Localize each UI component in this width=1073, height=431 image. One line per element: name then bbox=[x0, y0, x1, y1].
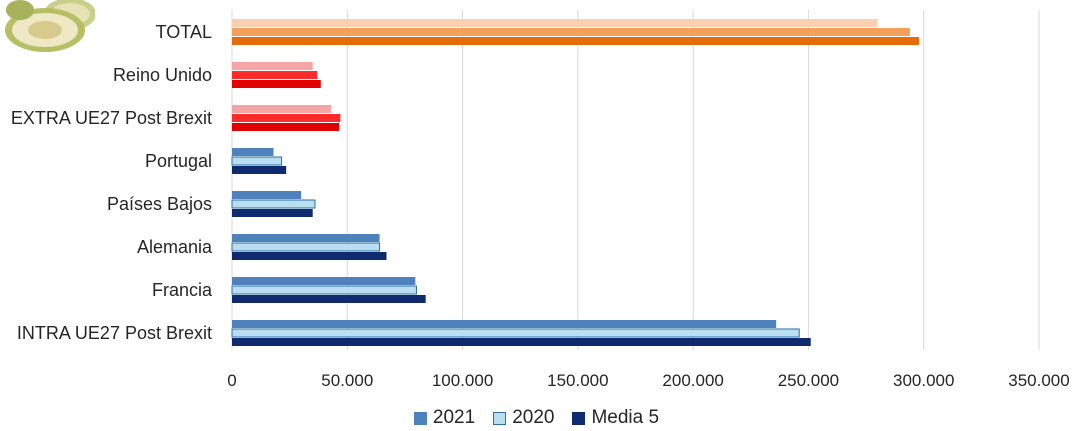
bar-2021 bbox=[232, 62, 313, 70]
bar-2021 bbox=[232, 191, 302, 199]
category-label: Países Bajos bbox=[107, 194, 212, 214]
bar-2020 bbox=[231, 199, 316, 209]
legend-swatch bbox=[413, 411, 427, 425]
legend-item: 2020 bbox=[493, 407, 554, 429]
legend-label: 2020 bbox=[512, 407, 555, 428]
bar-2021 bbox=[232, 148, 274, 156]
bar-media-5 bbox=[232, 209, 313, 217]
melon-image bbox=[0, 0, 96, 60]
bar-2020 bbox=[231, 328, 800, 338]
category-label: TOTAL bbox=[156, 22, 212, 42]
category-label: Portugal bbox=[145, 151, 212, 171]
x-tick-label: 200.000 bbox=[662, 371, 723, 390]
bar-chart: 0 50.000 100.000 150.000 200.000 250.000 300.0… bbox=[11, 10, 1070, 390]
bar-media-5 bbox=[232, 37, 920, 45]
category-label: INTRA UE27 Post Brexit bbox=[17, 323, 212, 343]
bar-2021 bbox=[232, 234, 380, 242]
chart-legend: 2021 2020 Media 5 bbox=[0, 406, 1073, 430]
x-tick-label: 250.000 bbox=[778, 371, 839, 390]
x-tick-label: 300.000 bbox=[893, 371, 954, 390]
bar-2020 bbox=[231, 285, 417, 295]
legend-label: 2021 bbox=[432, 407, 476, 428]
bar-media-5 bbox=[232, 80, 321, 88]
legend-item: 2021 bbox=[413, 407, 476, 429]
bar-2021 bbox=[232, 105, 332, 113]
x-tick-label: 100.000 bbox=[432, 371, 493, 390]
x-tick-label: 0 bbox=[227, 371, 236, 390]
bar-2020 bbox=[232, 114, 341, 122]
legend-label: Media 5 bbox=[591, 407, 660, 428]
bar-2021 bbox=[232, 277, 416, 285]
bar-media-5 bbox=[232, 123, 340, 131]
bar-2021 bbox=[232, 19, 878, 27]
bar-2021 bbox=[232, 320, 777, 328]
bar-2020 bbox=[232, 28, 910, 36]
bar-media-5 bbox=[232, 338, 811, 346]
bar-media-5 bbox=[232, 166, 287, 174]
x-tick-label: 50.000 bbox=[321, 371, 373, 390]
legend-swatch bbox=[572, 411, 586, 425]
bar-2020 bbox=[231, 242, 381, 252]
category-label: Reino Unido bbox=[113, 65, 212, 85]
category-label: EXTRA UE27 Post Brexit bbox=[11, 108, 212, 128]
category-label: Francia bbox=[152, 280, 213, 300]
legend-swatch bbox=[493, 411, 507, 425]
bar-2020 bbox=[232, 71, 318, 79]
bar-media-5 bbox=[232, 252, 387, 260]
x-tick-label: 350.000 bbox=[1008, 371, 1069, 390]
bar-2020 bbox=[231, 156, 283, 166]
x-tick-label: 150.000 bbox=[547, 371, 608, 390]
legend-item: Media 5 bbox=[572, 407, 659, 429]
category-label: Alemania bbox=[137, 237, 213, 257]
bar-media-5 bbox=[232, 295, 426, 303]
